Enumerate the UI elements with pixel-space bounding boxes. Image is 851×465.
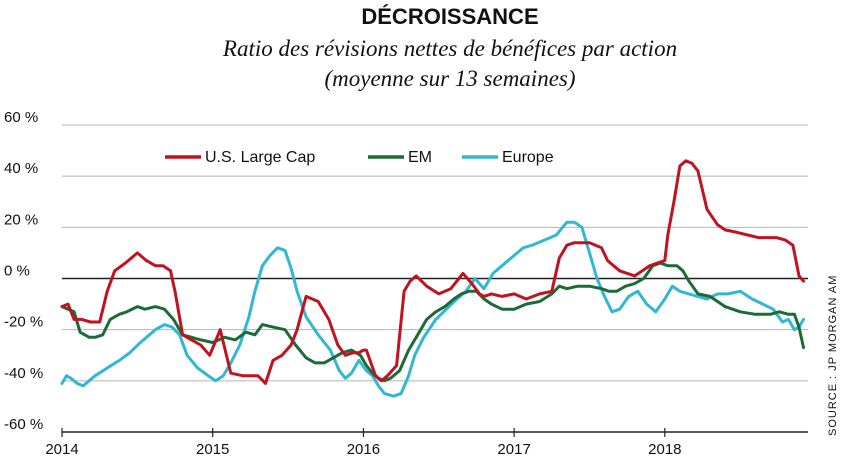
series-line-u-s-large-cap bbox=[60, 159, 805, 385]
y-tick-label: 40 % bbox=[4, 160, 38, 177]
x-tick-label: 2016 bbox=[347, 441, 380, 458]
chart-subtitle-line2: (moyenne sur 13 semaines) bbox=[324, 66, 576, 91]
source-note: SOURCE : JP MORGAN AM bbox=[827, 275, 839, 436]
y-tick-label: -60 % bbox=[4, 416, 43, 433]
x-tick-label: 2015 bbox=[196, 441, 229, 458]
series-line-europe bbox=[60, 220, 805, 398]
y-tick-label: -20 % bbox=[4, 314, 43, 331]
x-tick-label: 2014 bbox=[45, 441, 78, 458]
x-axis: 2014 2015 2016 2017 2018 bbox=[45, 428, 808, 458]
y-tick-label: -40 % bbox=[4, 365, 43, 382]
x-tick-label: 2018 bbox=[648, 441, 681, 458]
chart-title: DÉCROISSANCE bbox=[361, 4, 539, 29]
y-tick-label: 20 % bbox=[4, 211, 38, 228]
chart-subtitle-line1: Ratio des révisions nettes de bénéfices … bbox=[222, 36, 678, 61]
y-tick-label: 60 % bbox=[4, 109, 38, 126]
y-tick-label: 0 % bbox=[4, 263, 30, 280]
series-line-em bbox=[60, 261, 805, 383]
series-lines bbox=[60, 159, 805, 398]
legend-label: U.S. Large Cap bbox=[205, 149, 315, 166]
legend-label: Europe bbox=[502, 149, 554, 166]
legend: U.S. Large Cap EM Europe bbox=[165, 149, 554, 166]
legend-label: EM bbox=[408, 149, 432, 166]
x-tick-label: 2017 bbox=[497, 441, 530, 458]
y-axis-ticks: 60 % 40 % 20 % 0 % -20 % -40 % -60 % bbox=[4, 109, 43, 433]
gridlines bbox=[62, 124, 808, 433]
